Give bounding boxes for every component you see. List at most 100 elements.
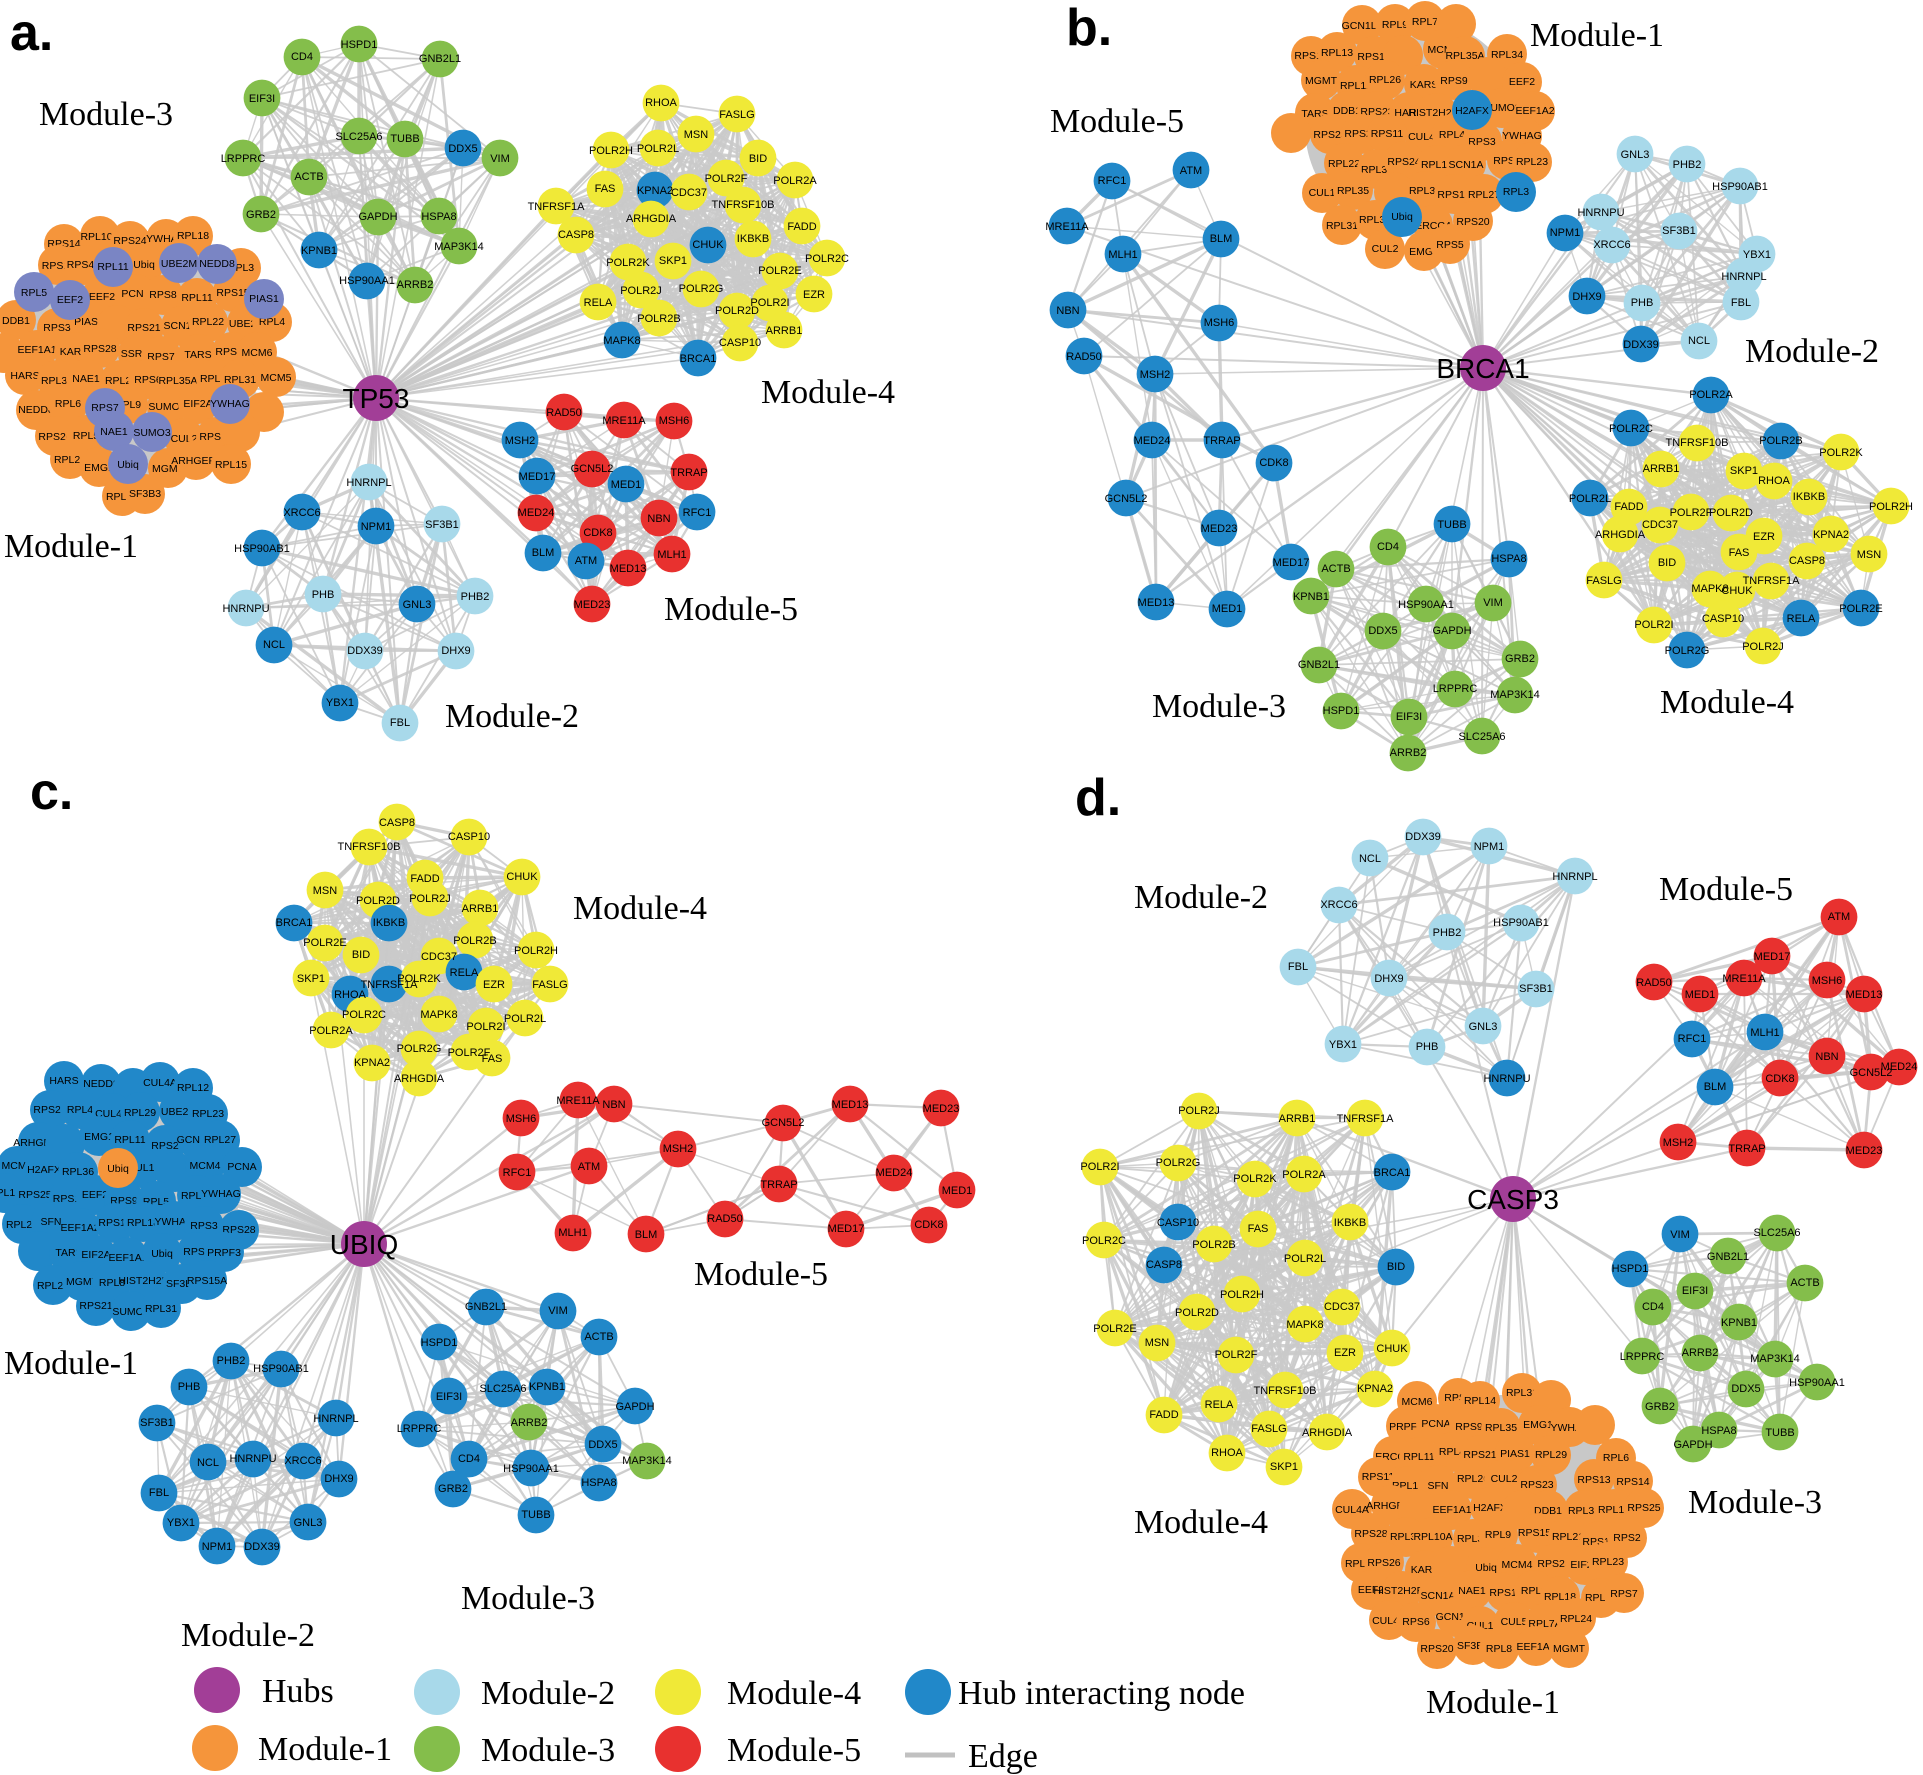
svg-text:POLR2E: POLR2E: [1839, 603, 1882, 615]
svg-text:RPS21: RPS21: [79, 1300, 112, 1312]
svg-text:DDB1: DDB1: [1333, 105, 1361, 117]
svg-text:POLR2L: POLR2L: [1569, 493, 1611, 505]
svg-text:POLR2I: POLR2I: [1080, 1161, 1119, 1173]
svg-text:PHB2: PHB2: [1433, 927, 1462, 939]
svg-text:GRB2: GRB2: [1505, 653, 1535, 665]
svg-text:NPM1: NPM1: [361, 521, 392, 533]
svg-text:HSPD1: HSPD1: [421, 1337, 458, 1349]
svg-text:YBX1: YBX1: [1329, 1039, 1357, 1051]
svg-text:POLR2D: POLR2D: [356, 895, 400, 907]
svg-text:YBX1: YBX1: [326, 697, 354, 709]
svg-text:NAE1: NAE1: [1458, 1585, 1486, 1597]
svg-text:RPL31: RPL31: [224, 374, 256, 386]
svg-text:PIAS1: PIAS1: [74, 316, 104, 328]
svg-text:PHB: PHB: [1416, 1041, 1439, 1053]
svg-text:RPL8: RPL8: [1486, 1643, 1512, 1655]
svg-text:RPL11: RPL11: [1403, 1451, 1434, 1463]
svg-text:RPL26: RPL26: [1457, 1473, 1489, 1485]
svg-text:CDK8: CDK8: [583, 527, 612, 539]
svg-text:CASP3: CASP3: [1467, 1184, 1559, 1215]
svg-text:HSP90AA1: HSP90AA1: [503, 1463, 559, 1475]
svg-text:RPL36: RPL36: [41, 375, 73, 387]
svg-text:PIAS1: PIAS1: [249, 293, 279, 305]
svg-text:Module-1: Module-1: [258, 1731, 392, 1768]
svg-text:EEF1A2: EEF1A2: [60, 1222, 99, 1234]
svg-text:Module-1: Module-1: [4, 528, 138, 565]
svg-text:RHOA: RHOA: [1758, 475, 1790, 487]
svg-text:YWHAG: YWHAG: [201, 1188, 241, 1200]
svg-text:ARRB2: ARRB2: [397, 279, 434, 291]
svg-text:MSN: MSN: [1145, 1337, 1170, 1349]
svg-text:ACTB: ACTB: [294, 171, 323, 183]
svg-text:DDB1: DDB1: [2, 315, 30, 327]
svg-text:POLR2F: POLR2F: [448, 1047, 491, 1059]
svg-text:EEF1A2: EEF1A2: [1516, 1641, 1555, 1653]
svg-text:ATM: ATM: [578, 1161, 600, 1173]
svg-text:RPL36: RPL36: [62, 1166, 94, 1178]
svg-text:POLR2F: POLR2F: [705, 173, 748, 185]
svg-text:GRB2: GRB2: [246, 209, 276, 221]
svg-text:CHUK: CHUK: [1376, 1343, 1408, 1355]
svg-text:RELA: RELA: [1787, 613, 1816, 625]
svg-text:IKBKB: IKBKB: [1334, 1217, 1366, 1229]
svg-text:RPS3: RPS3: [1468, 136, 1496, 148]
svg-text:Module-5: Module-5: [1050, 103, 1184, 140]
svg-text:RPL18: RPL18: [177, 230, 209, 242]
svg-text:SUMO3: SUMO3: [148, 401, 186, 413]
svg-text:ARHGDIA: ARHGDIA: [394, 1073, 445, 1085]
svg-text:CUL1: CUL1: [1309, 187, 1336, 199]
svg-text:KPNA2: KPNA2: [1813, 529, 1849, 541]
svg-text:FASLG: FASLG: [719, 109, 754, 121]
svg-text:POLR2H: POLR2H: [514, 945, 558, 957]
svg-text:FADD: FADD: [1614, 501, 1643, 513]
svg-text:Module-3: Module-3: [461, 1580, 595, 1617]
svg-text:HSPA8: HSPA8: [1491, 553, 1526, 565]
svg-text:FAS: FAS: [1248, 1223, 1269, 1235]
svg-text:FADD: FADD: [1149, 1409, 1178, 1421]
svg-text:RPL31: RPL31: [1506, 1387, 1538, 1399]
svg-text:CUL4A: CUL4A: [1335, 1504, 1369, 1516]
svg-text:BID: BID: [352, 949, 370, 961]
svg-text:CHUK: CHUK: [1721, 585, 1753, 597]
svg-text:MSH2: MSH2: [663, 1143, 694, 1155]
svg-text:RAD50: RAD50: [707, 1213, 742, 1225]
svg-text:PHB: PHB: [1631, 297, 1654, 309]
svg-text:RPS2: RPS2: [1613, 1532, 1641, 1544]
svg-text:XRCC6: XRCC6: [283, 507, 320, 519]
svg-text:TP53: TP53: [343, 383, 410, 414]
svg-text:EEF1A1: EEF1A1: [17, 344, 56, 356]
svg-text:POLR2G: POLR2G: [679, 283, 724, 295]
svg-text:MLH1: MLH1: [1750, 1027, 1779, 1039]
svg-text:RPL27: RPL27: [1468, 189, 1500, 201]
svg-text:HNRNPL: HNRNPL: [346, 477, 391, 489]
svg-text:GCN5L2: GCN5L2: [1850, 1067, 1893, 1079]
svg-text:d.: d.: [1075, 769, 1121, 827]
svg-text:NCL: NCL: [197, 1457, 219, 1469]
svg-text:RHOA: RHOA: [645, 97, 677, 109]
svg-text:RPS24: RPS24: [33, 1104, 66, 1116]
svg-text:PCNA: PCNA: [1421, 1418, 1450, 1430]
svg-text:RPL35: RPL35: [1337, 185, 1369, 197]
svg-text:CD4: CD4: [1377, 541, 1399, 553]
svg-text:HIST2H2BE: HIST2H2BE: [1373, 1585, 1430, 1597]
svg-text:SUMO3: SUMO3: [112, 1306, 150, 1318]
svg-text:Module-5: Module-5: [694, 1256, 828, 1293]
svg-text:POLR2J: POLR2J: [1178, 1105, 1220, 1117]
svg-text:DDX39: DDX39: [347, 645, 382, 657]
svg-text:RPS8: RPS8: [183, 1246, 211, 1258]
svg-text:POLR2E: POLR2E: [758, 265, 801, 277]
svg-text:MRE11A: MRE11A: [1045, 221, 1089, 233]
svg-text:RPL34: RPL34: [1491, 49, 1523, 61]
svg-text:DHX9: DHX9: [1572, 291, 1601, 303]
svg-text:HNRNPU: HNRNPU: [229, 1453, 276, 1465]
svg-text:Module-4: Module-4: [1660, 684, 1794, 721]
svg-text:HSP90AA1: HSP90AA1: [1789, 1377, 1845, 1389]
svg-text:POLR2H: POLR2H: [1869, 501, 1913, 513]
svg-text:NEDD8: NEDD8: [199, 258, 235, 270]
svg-text:PHB: PHB: [178, 1381, 201, 1393]
svg-text:POLR2B: POLR2B: [1759, 435, 1802, 447]
svg-text:RPL12: RPL12: [1340, 80, 1372, 92]
svg-text:POLR2J: POLR2J: [1742, 641, 1784, 653]
svg-text:CUL4A: CUL4A: [143, 1077, 177, 1089]
svg-text:SF3B1: SF3B1: [425, 519, 459, 531]
